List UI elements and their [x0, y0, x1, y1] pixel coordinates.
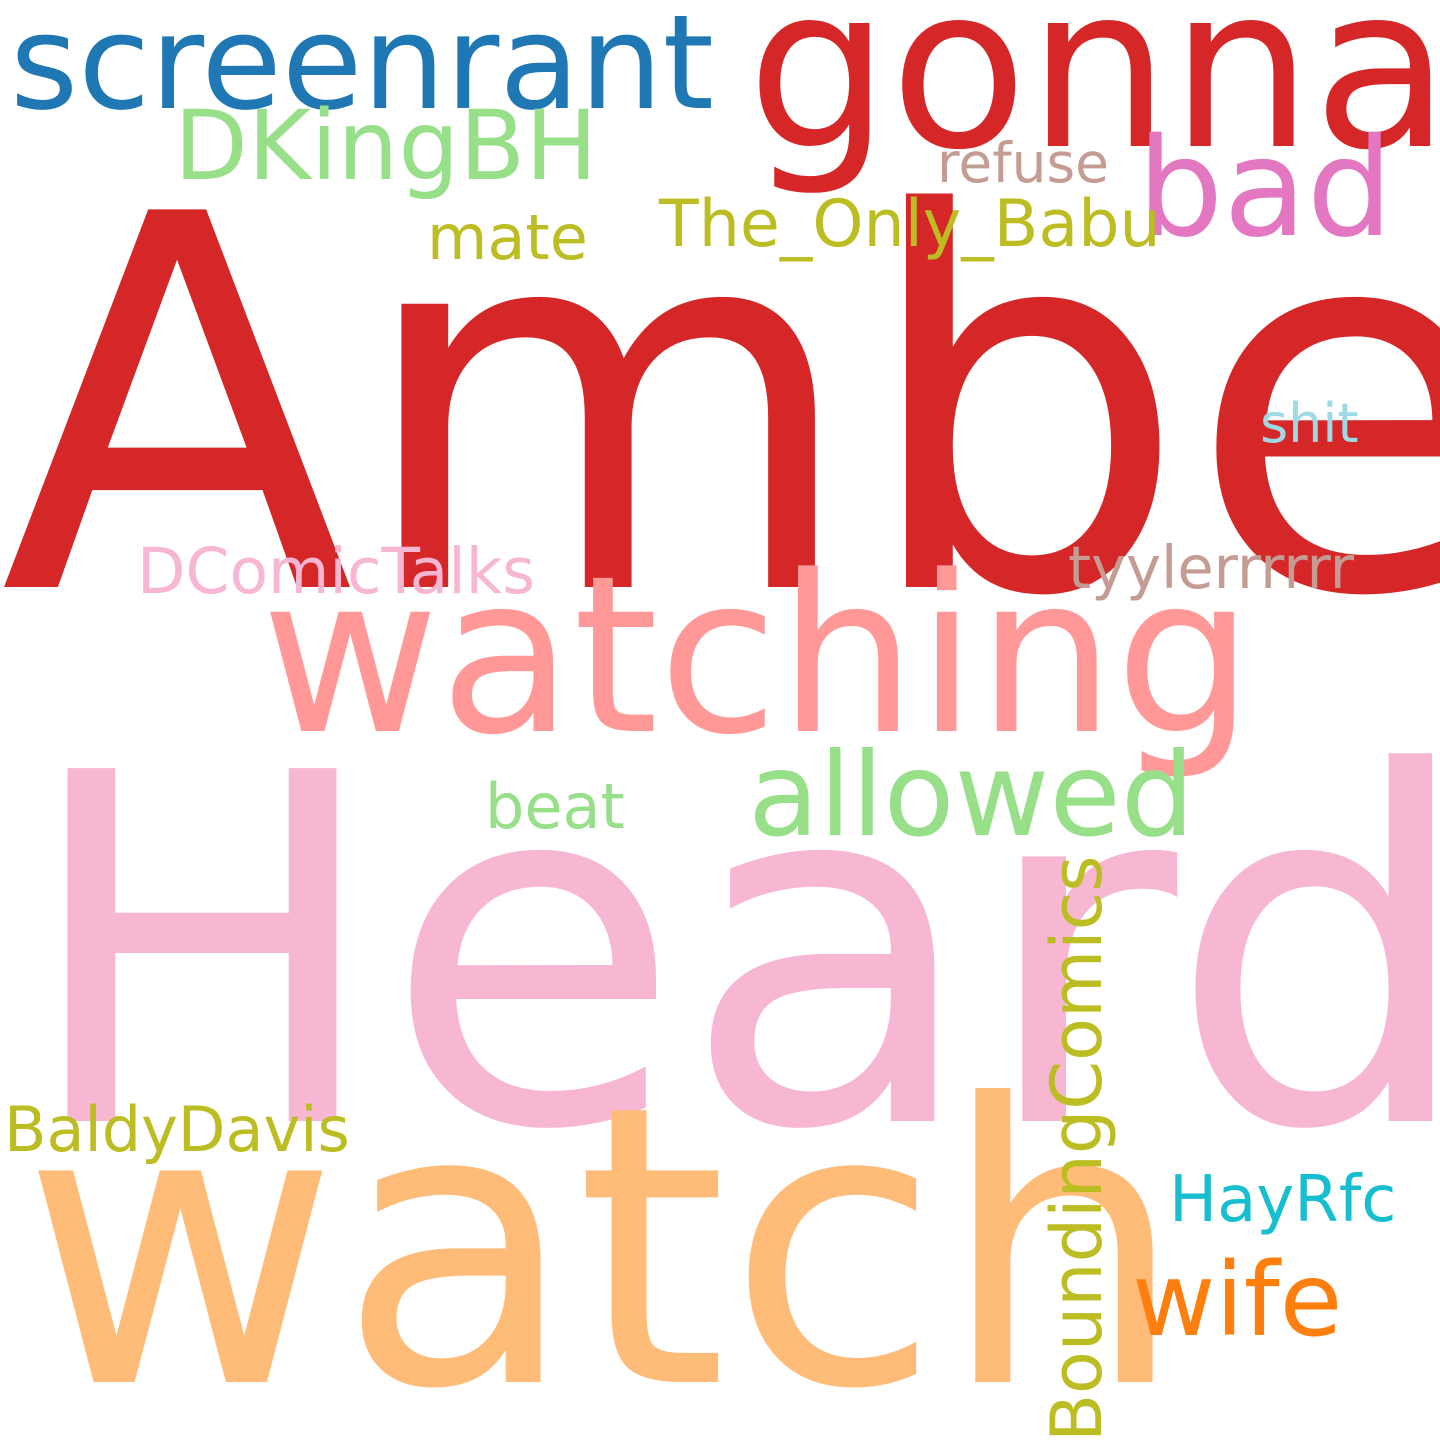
word-refuse: refuse	[937, 131, 1109, 195]
word-the-only-babu: The_Only_Babu	[659, 187, 1161, 262]
word-bad: bad	[1137, 110, 1393, 268]
word-tyylerrrrrr: tyylerrrrrr	[1068, 533, 1355, 602]
word-mate: mate	[427, 201, 588, 274]
word-baldydavis: BaldyDavis	[4, 1093, 350, 1166]
word-dcomictalks: DComicTalks	[137, 535, 536, 608]
word-allowed: allowed	[748, 728, 1195, 863]
word-hayrfc: HayRfc	[1169, 1163, 1397, 1237]
word-dkingbh: DKingBH	[174, 90, 598, 202]
word-wife: wife	[1132, 1241, 1343, 1360]
word-heard: Heard	[20, 673, 1440, 1236]
word-beat: beat	[485, 770, 625, 843]
word-watch: watch	[22, 1024, 1186, 1440]
word-boundingcomics: BoundingComics	[1036, 855, 1118, 1440]
word-amber: Amber	[0, 107, 1440, 710]
word-watching: watching	[261, 530, 1254, 783]
word-screenrant: screenrant	[10, 0, 714, 139]
word-gonna: gonna	[747, 0, 1440, 200]
word-shit: shit	[1260, 392, 1359, 455]
